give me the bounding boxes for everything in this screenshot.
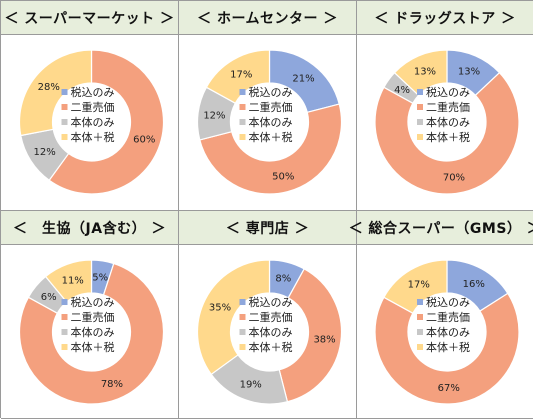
legend-swatch — [61, 314, 68, 320]
value-label: 13% — [458, 67, 480, 78]
donut-slice — [18, 49, 93, 137]
legend-label: 本体のみ — [71, 325, 115, 339]
value-label: 4% — [394, 85, 410, 96]
legend-label: 本体のみ — [71, 115, 115, 129]
panel-title: ＜ スーパーマーケット ＞ — [1, 1, 178, 35]
legend-swatch — [239, 134, 246, 140]
value-label: 17% — [230, 70, 252, 81]
donut-slice — [44, 259, 93, 303]
legend-swatch — [239, 89, 246, 95]
legend-label: 税込のみ — [71, 295, 115, 309]
value-label: 78% — [101, 379, 123, 390]
legend-label: 税込のみ — [249, 295, 293, 309]
legend-label: 本体＋税 — [71, 340, 115, 354]
legend-swatch — [61, 104, 68, 110]
chart-panel-coop: ＜ 生協（JA含む） ＞ 5% 78% 6% 11% 税込のみ 二重売価 本体のみ 本体＋税 — [1, 211, 179, 419]
chart-panel-gms: ＜ 総合スーパー（GMS） ＞ 16% 67% 17% 税込のみ 二重売価 本体のみ 本体＋… — [349, 211, 533, 419]
legend-swatch — [417, 119, 423, 125]
value-label: 28% — [38, 82, 60, 93]
donut-slice — [374, 71, 520, 195]
value-label: 6% — [41, 292, 57, 303]
value-label: 13% — [414, 67, 436, 78]
chart-panel-supermarket: ＜ スーパーマーケット ＞ 60% 12% 28% 税込のみ 二重売価 本体のみ 本体＋税 — [1, 1, 179, 211]
legend-swatch — [417, 104, 423, 110]
legend-swatch — [417, 134, 423, 140]
legend-label: 税込のみ — [249, 85, 293, 99]
panel-title: ＜ ホームセンター ＞ — [179, 1, 356, 35]
donut-slice — [393, 49, 448, 97]
legend-label: 二重売価 — [249, 100, 293, 114]
value-label: 67% — [438, 383, 460, 394]
donut-slice — [199, 103, 343, 195]
value-label: 5% — [92, 273, 108, 284]
legend-label: 二重売価 — [426, 100, 470, 114]
legend-swatch — [417, 314, 423, 320]
legend-swatch — [239, 344, 246, 350]
legend-label: 本体＋税 — [249, 340, 293, 354]
legend-swatch — [61, 329, 68, 335]
legend-swatch — [417, 89, 423, 95]
legend-label: 本体＋税 — [426, 130, 470, 144]
donut-slice — [278, 268, 343, 403]
donut-slice — [48, 49, 165, 195]
legend-label: 本体のみ — [426, 325, 470, 339]
donut-slice — [374, 292, 520, 405]
legend-label: 本体のみ — [249, 325, 293, 339]
value-label: 35% — [209, 302, 231, 313]
legend-label: 本体のみ — [249, 115, 293, 129]
value-label: 38% — [313, 334, 335, 345]
panel-title: ＜ 総合スーパー（GMS） ＞ — [349, 211, 533, 245]
chart-panel-home-center: ＜ ホームセンター ＞ 21% 50% 12% 17% 税込のみ 二重売価 本体のみ 本体＋税 — [179, 1, 357, 211]
legend-label: 二重売価 — [249, 310, 293, 324]
panel-title: ＜ 生協（JA含む） ＞ — [1, 211, 178, 245]
legend-swatch — [417, 329, 423, 335]
legend-swatch — [239, 299, 246, 305]
value-label: 12% — [34, 147, 56, 158]
legend-label: 本体＋税 — [71, 130, 115, 144]
chart-panel-drugstore: ＜ ドラッグストア ＞ 13% 70% 4% 13% 税込のみ 二重売価 本体のみ 本体＋税 — [357, 1, 533, 211]
legend-label: 二重売価 — [71, 100, 115, 114]
value-label: 70% — [443, 173, 465, 184]
legend-swatch — [61, 89, 68, 95]
legend-label: 税込のみ — [71, 85, 115, 99]
legend-swatch — [61, 134, 68, 140]
legend-label: 本体＋税 — [249, 130, 293, 144]
legend-swatch — [239, 119, 246, 125]
legend-swatch — [239, 314, 246, 320]
legend-label: 税込のみ — [426, 295, 470, 309]
legend-swatch — [417, 299, 423, 305]
panel-title: ＜ ドラッグストア ＞ — [357, 1, 533, 35]
legend-swatch — [239, 329, 246, 335]
donut-slice — [18, 262, 165, 405]
legend-swatch — [239, 104, 246, 110]
value-label: 12% — [203, 111, 225, 122]
value-label: 16% — [463, 279, 485, 290]
legend-label: 本体のみ — [426, 115, 470, 129]
chart-panel-specialty-store: ＜ 専門店 ＞ 8% 38% 19% 35% 税込のみ 二重売価 本体のみ 本体＋税 — [179, 211, 357, 419]
value-label: 8% — [275, 274, 291, 285]
legend-swatch — [61, 119, 68, 125]
legend-label: 税込のみ — [426, 85, 470, 99]
legend-swatch — [61, 299, 68, 305]
value-label: 17% — [408, 280, 430, 291]
value-label: 60% — [133, 135, 155, 146]
legend-label: 本体＋税 — [426, 340, 470, 354]
value-label: 19% — [240, 380, 262, 391]
legend-swatch — [61, 344, 68, 350]
value-label: 50% — [272, 171, 294, 182]
value-label: 21% — [292, 74, 314, 85]
donut-slice — [196, 259, 271, 376]
legend-label: 二重売価 — [426, 310, 470, 324]
legend-label: 二重売価 — [71, 310, 115, 324]
value-label: 11% — [62, 275, 84, 286]
panel-title: ＜ 専門店 ＞ — [179, 211, 356, 245]
legend-swatch — [417, 344, 423, 350]
